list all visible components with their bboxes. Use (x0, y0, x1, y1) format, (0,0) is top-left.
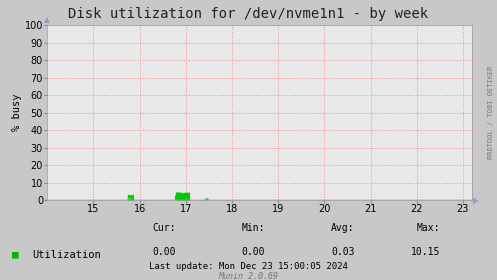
Text: 0.00: 0.00 (152, 247, 176, 257)
Y-axis label: % busy: % busy (12, 94, 22, 131)
Text: Avg:: Avg: (331, 223, 355, 233)
Text: ▶: ▶ (473, 196, 479, 205)
Text: Disk utilization for /dev/nvme1n1 - by week: Disk utilization for /dev/nvme1n1 - by w… (69, 7, 428, 21)
Text: Min:: Min: (242, 223, 265, 233)
Text: RRDTOOL / TOBI OETIKER: RRDTOOL / TOBI OETIKER (488, 65, 494, 159)
Text: Munin 2.0.69: Munin 2.0.69 (219, 272, 278, 280)
Text: 10.15: 10.15 (411, 247, 440, 257)
Text: ■: ■ (12, 250, 19, 260)
Text: 0.03: 0.03 (331, 247, 355, 257)
Text: Last update: Mon Dec 23 15:00:05 2024: Last update: Mon Dec 23 15:00:05 2024 (149, 262, 348, 271)
Text: Max:: Max: (416, 223, 440, 233)
Text: 0.00: 0.00 (242, 247, 265, 257)
Text: ▲: ▲ (44, 15, 50, 24)
Text: Utilization: Utilization (32, 250, 101, 260)
Text: Cur:: Cur: (152, 223, 176, 233)
